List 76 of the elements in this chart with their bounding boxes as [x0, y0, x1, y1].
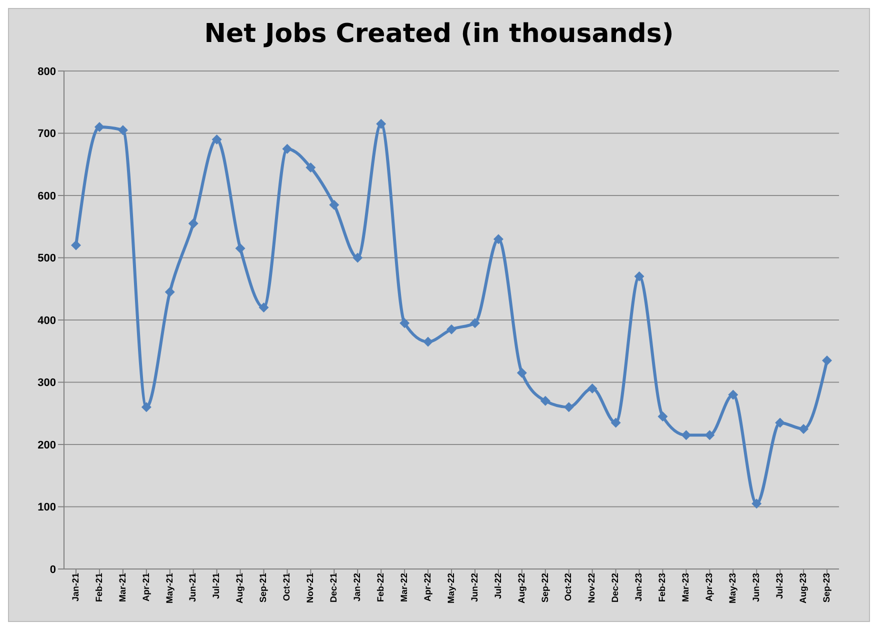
x-tick-label: Apr-22 [422, 573, 432, 602]
point [258, 302, 269, 313]
point [610, 418, 621, 428]
y-tick-label: 200 [38, 439, 56, 452]
x-tick-label: Oct-21 [282, 573, 292, 602]
point [164, 286, 175, 297]
point [376, 118, 386, 129]
x-tick-label: Jan-21 [70, 573, 80, 602]
x-tick-label: Feb-21 [94, 573, 104, 602]
x-tick-label: May-23 [728, 573, 738, 604]
point [94, 122, 104, 132]
x-tick-label: Feb-22 [375, 573, 386, 602]
point [470, 318, 480, 328]
point [235, 243, 246, 254]
x-tick-label: Jun-22 [469, 573, 480, 602]
y-tick-label: 700 [38, 128, 56, 140]
x-tick-label: Jan-23 [634, 573, 644, 602]
x-tick-label: Mar-21 [117, 573, 128, 602]
point [634, 271, 644, 282]
x-tick-label: Sep-21 [258, 573, 268, 603]
x-tick-label: Apr-23 [704, 573, 714, 602]
y-tick-label: 800 [38, 66, 56, 78]
point [704, 430, 715, 440]
point [329, 200, 340, 210]
x-tick-label: Dec-22 [610, 573, 620, 603]
point [822, 355, 832, 366]
x-tick-label: Feb-23 [657, 573, 668, 602]
x-tick-label: Jul-23 [774, 573, 784, 600]
point [493, 234, 504, 244]
y-tick-label: 300 [38, 377, 56, 390]
point [352, 252, 363, 263]
x-tick-label: Oct-22 [563, 573, 574, 602]
x-tick-label: Jun-21 [188, 573, 198, 602]
x-tick-label: Jul-21 [211, 573, 222, 600]
point [423, 336, 434, 347]
x-tick-label: Mar-22 [398, 573, 409, 602]
y-tick-label: 400 [38, 314, 56, 327]
point [306, 162, 316, 172]
point [587, 383, 598, 394]
x-tick-label: May-21 [164, 573, 174, 604]
point [728, 390, 738, 400]
x-tick-label: Dec-21 [328, 573, 339, 603]
point [564, 402, 574, 412]
x-tick-label: Aug-23 [798, 573, 808, 604]
y-tick-label: 100 [38, 502, 56, 514]
x-tick-label: May-22 [446, 573, 456, 604]
point [118, 125, 128, 136]
point [141, 402, 152, 412]
x-tick-label: Jul-22 [492, 573, 503, 600]
x-tick-label: Apr-21 [140, 573, 151, 602]
x-tick-label: Nov-22 [586, 573, 597, 604]
point [446, 324, 456, 334]
point [752, 498, 762, 509]
point [400, 318, 410, 328]
point [282, 144, 292, 154]
x-tick-label: Sep-22 [540, 573, 550, 603]
x-tick-label: Jan-22 [352, 573, 362, 602]
x-tick-label: Nov-21 [305, 573, 316, 604]
point [71, 240, 81, 250]
point [681, 430, 692, 440]
x-tick-label: Aug-22 [516, 573, 526, 604]
y-tick-label: 500 [38, 252, 56, 265]
x-tick-label: Jun-23 [750, 573, 761, 602]
point [775, 418, 786, 428]
point [188, 218, 198, 229]
point [658, 411, 668, 422]
chart-title: Net Jobs Created (in thousands) [203, 18, 675, 51]
point [212, 134, 222, 144]
x-tick-label: Mar-23 [680, 573, 691, 602]
point [516, 368, 527, 378]
point [798, 424, 809, 434]
y-tick-label: 0 [50, 564, 56, 576]
point [540, 396, 550, 406]
x-tick-label: Aug-21 [234, 573, 245, 604]
x-tick-label: Sep-23 [821, 573, 832, 603]
y-tick-label: 600 [38, 190, 56, 202]
